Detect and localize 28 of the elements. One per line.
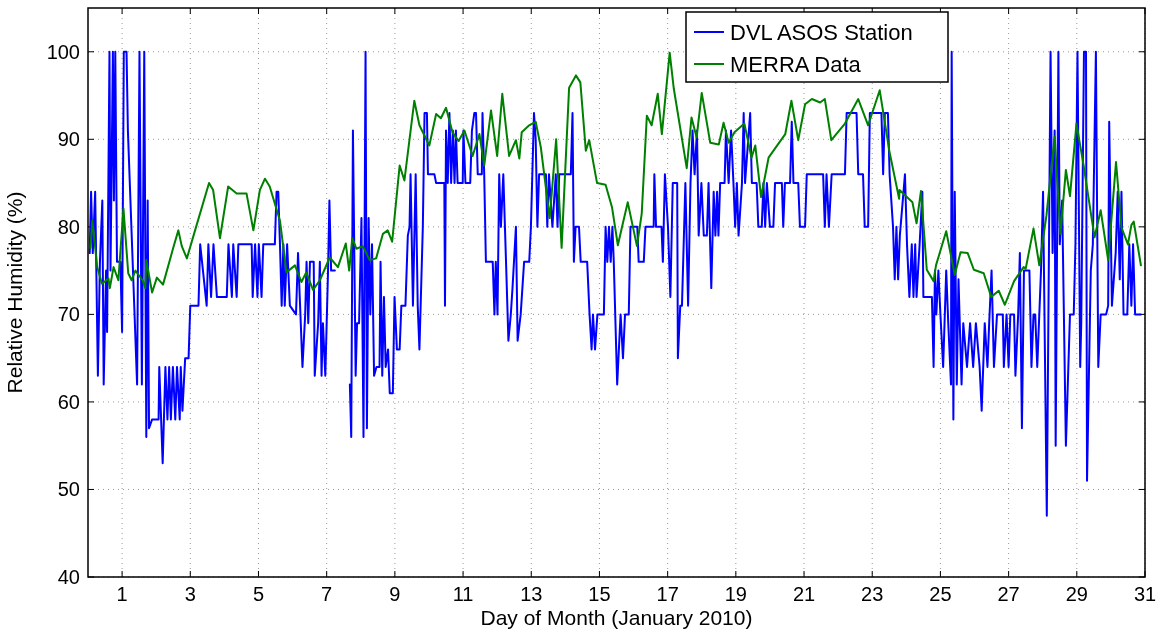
x-tick-label: 13 bbox=[520, 583, 543, 605]
x-tick-label: 31 bbox=[1133, 583, 1157, 605]
legend-label: MERRA Data bbox=[730, 52, 862, 77]
x-tick-label: 27 bbox=[997, 583, 1020, 605]
line-series bbox=[89, 51, 1142, 306]
x-tick-label: 17 bbox=[656, 583, 679, 605]
x-tick-label: 5 bbox=[252, 583, 265, 605]
x-tick-label: 23 bbox=[861, 583, 884, 605]
x-tick-label: 15 bbox=[588, 583, 611, 605]
legend-label: DVL ASOS Station bbox=[730, 20, 913, 45]
x-tick-label: 19 bbox=[724, 583, 747, 605]
y-tick-label: 100 bbox=[46, 40, 80, 63]
y-tick-label: 40 bbox=[57, 566, 80, 588]
x-tick-label: 21 bbox=[792, 583, 816, 605]
x-tick-label: 9 bbox=[389, 583, 401, 605]
y-tick-label: 80 bbox=[57, 215, 80, 238]
x-tick-label: 7 bbox=[321, 583, 333, 605]
x-tick-label: 3 bbox=[184, 583, 196, 605]
y-axis-title: Relative Humidity (%) bbox=[3, 191, 26, 394]
y-tick-label: 60 bbox=[57, 390, 80, 413]
x-tick-label: 11 bbox=[452, 583, 474, 605]
x-tick-label: 29 bbox=[1065, 583, 1088, 605]
y-tick-label: 70 bbox=[57, 303, 80, 326]
x-axis-title: Day of Month (January 2010) bbox=[480, 606, 753, 629]
x-tick-label: 1 bbox=[116, 583, 128, 605]
y-tick-label: 50 bbox=[57, 478, 80, 501]
y-tick-label: 90 bbox=[57, 128, 80, 151]
x-tick-label: 25 bbox=[929, 583, 952, 605]
